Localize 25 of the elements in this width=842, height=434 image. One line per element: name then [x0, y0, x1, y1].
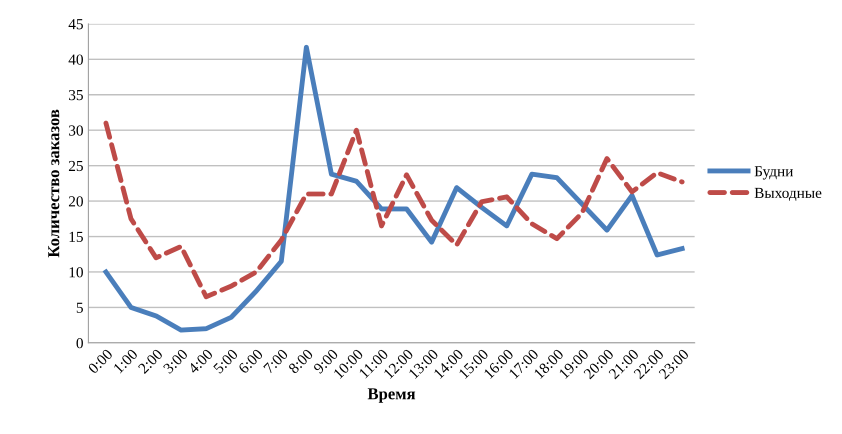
x-tick-label: 3:00 — [162, 348, 188, 374]
y-tick-label: 40 — [68, 54, 83, 65]
y-tick-label: 25 — [68, 160, 83, 172]
y-tick-label: 5 — [76, 302, 83, 313]
y-tick-label: 35 — [69, 90, 83, 100]
x-tick-label: 4:00 — [187, 348, 214, 374]
x-tick-label: 2:00 — [138, 348, 164, 374]
x-tick-label: 6:00 — [238, 348, 264, 374]
line-series — [104, 44, 685, 333]
x-tick-label: 8:00 — [288, 348, 314, 374]
legend-label: Будни — [754, 166, 794, 180]
y-tick-label: 45 — [68, 19, 83, 30]
x-tick-label: 1:00 — [113, 348, 138, 374]
y-tick-label: 30 — [69, 125, 83, 136]
x-tick-label: 5:00 — [212, 348, 238, 374]
line-series — [104, 120, 685, 300]
x-axis-title: Время — [368, 388, 416, 403]
x-tick-label: 7:00 — [263, 348, 289, 374]
legend-label: Выходные — [754, 188, 822, 201]
y-axis-title: Количество заказов — [48, 110, 60, 258]
y-tick-label: 10 — [70, 267, 83, 278]
y-tick-label: 0 — [76, 338, 83, 348]
y-tick-label: 20 — [68, 196, 83, 207]
x-tick-label: 0:00 — [87, 348, 114, 374]
y-tick-label: 15 — [70, 232, 83, 242]
